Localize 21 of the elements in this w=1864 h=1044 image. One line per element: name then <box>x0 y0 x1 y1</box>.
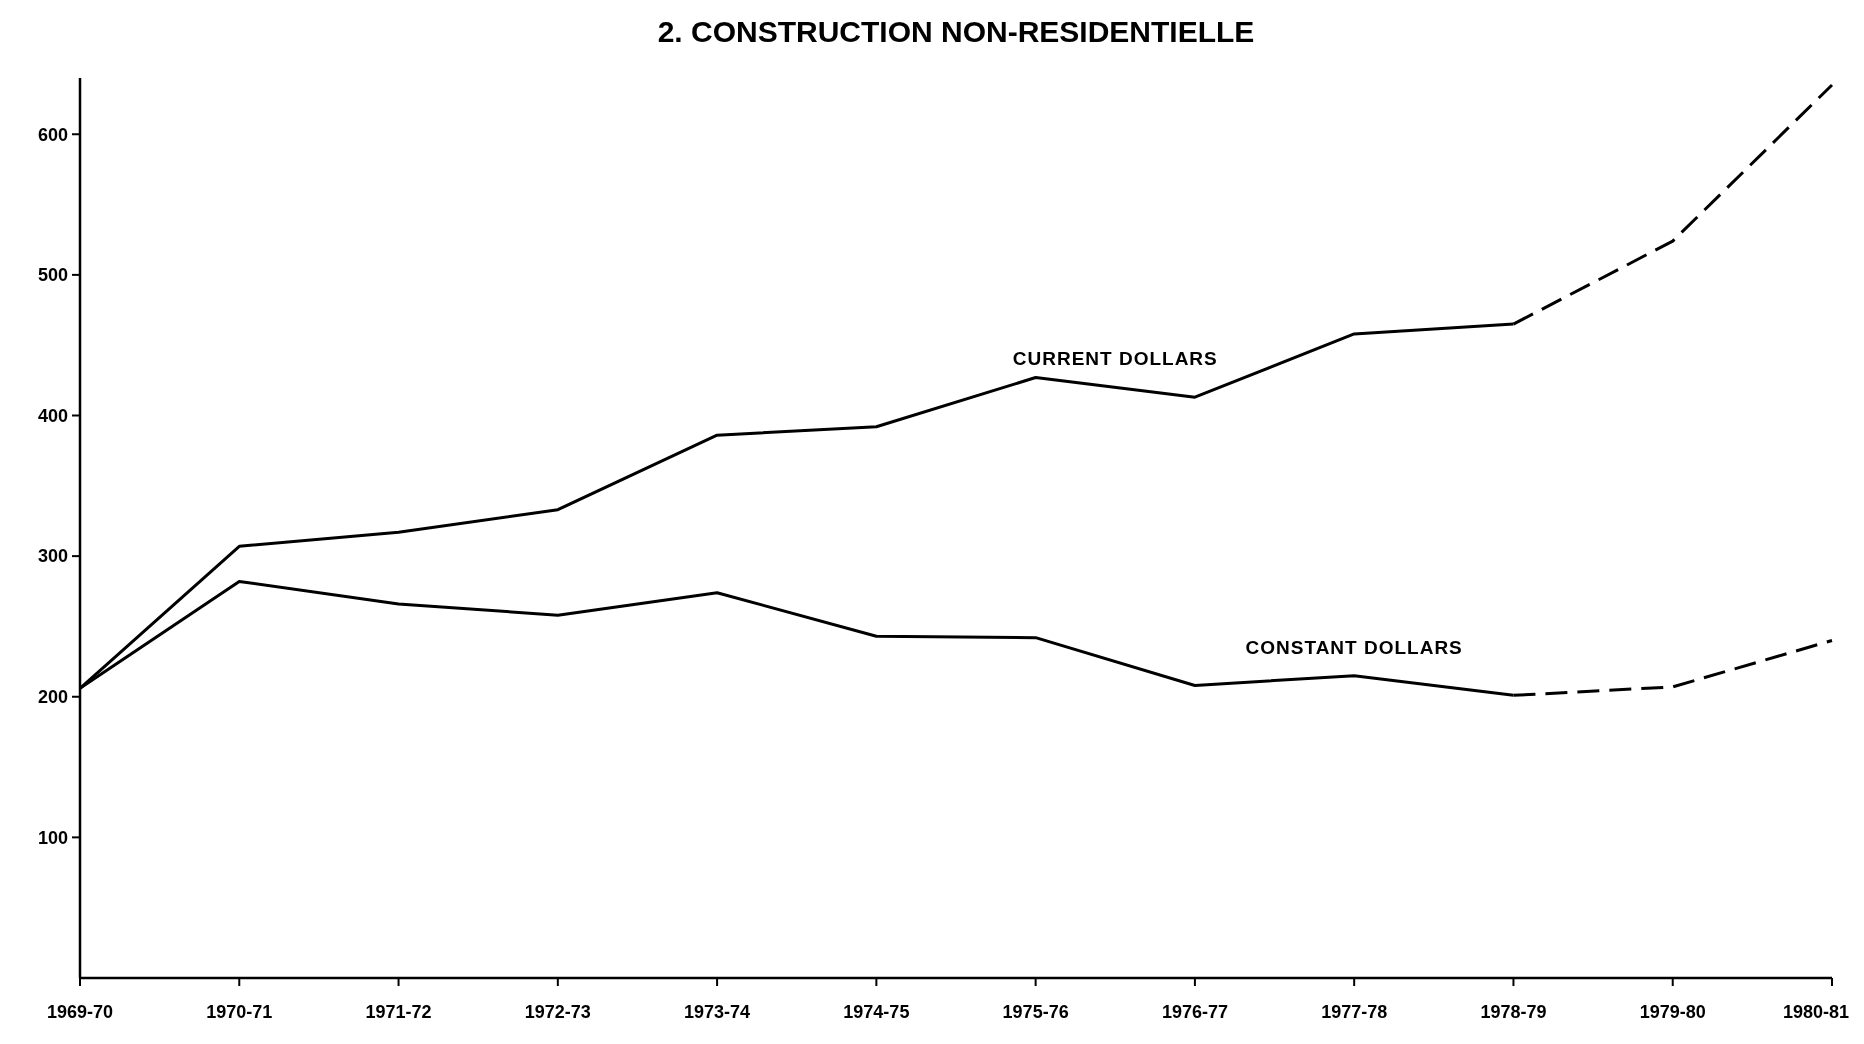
y-tick-label: 400 <box>37 405 68 426</box>
x-tick-label: 1973-74 <box>684 1002 751 1022</box>
x-tick-label: 1975-76 <box>1002 1002 1069 1022</box>
series-label: CONSTANT DOLLARS <box>1245 636 1463 658</box>
x-tick-label: 1974-75 <box>843 1002 910 1022</box>
y-tick-label: 600 <box>37 124 68 145</box>
x-tick-label: 1978-79 <box>1480 1002 1547 1022</box>
x-tick-label: 1972-73 <box>524 1002 591 1022</box>
x-tick-label: 1976-77 <box>1161 1002 1228 1022</box>
y-tick-label: 300 <box>37 546 68 567</box>
series-label: CURRENT DOLLARS <box>1012 348 1218 370</box>
x-tick-label: 1979-80 <box>1639 1002 1706 1022</box>
y-tick-label: 200 <box>37 687 68 708</box>
chart-title: 2. CONSTRUCTION NON-RESIDENTIELLE <box>657 15 1255 48</box>
y-tick-label: 500 <box>37 265 68 286</box>
x-tick-label: 1970-71 <box>206 1002 273 1022</box>
x-tick-label: 1971-72 <box>365 1002 432 1022</box>
x-tick-label: 1977-78 <box>1321 1002 1388 1022</box>
x-tick-label: 1980-81 <box>1782 1002 1850 1022</box>
y-tick-label: 100 <box>37 827 68 848</box>
x-tick-label: 1969-70 <box>46 1002 114 1022</box>
